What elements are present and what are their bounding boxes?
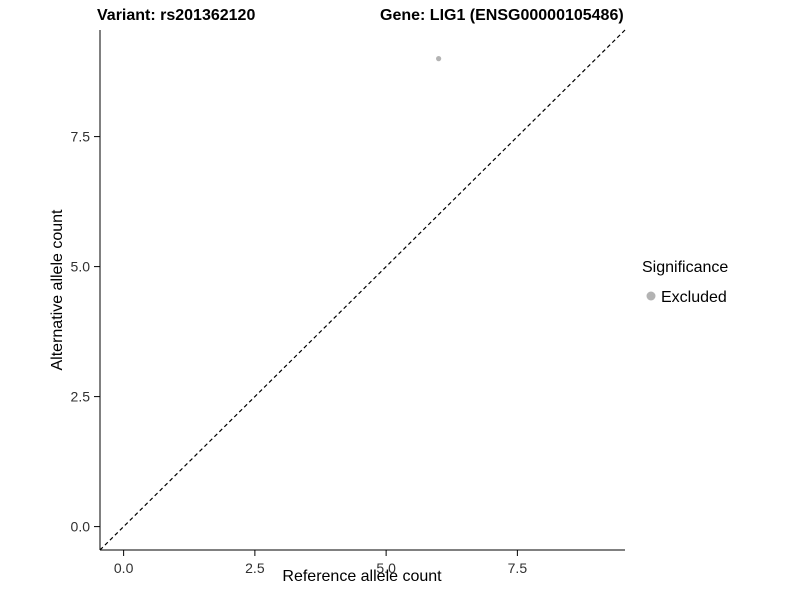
legend-title: Significance — [642, 259, 728, 276]
plot-panel: 0.0 2.5 5.0 7.5 0.0 2.5 5.0 7.5 — [71, 29, 626, 576]
x-axis-title: Reference allele count — [282, 568, 442, 585]
x-tick-label: 2.5 — [245, 560, 265, 576]
y-tick-label: 7.5 — [71, 129, 91, 145]
y-axis-title: Alternative allele count — [49, 209, 66, 371]
x-tick-label: 0.0 — [114, 560, 134, 576]
x-tick-label: 5.0 — [376, 560, 396, 576]
plot-title-variant: Variant: rs201362120 — [97, 7, 255, 24]
y-tick-label: 0.0 — [71, 519, 91, 535]
data-point — [436, 56, 442, 62]
y-tick-label: 5.0 — [71, 259, 91, 275]
plot-title-gene: Gene: LIG1 (ENSG00000105486) — [380, 7, 624, 24]
y-tick-label: 2.5 — [71, 389, 91, 405]
legend-label-excluded: Excluded — [661, 289, 727, 306]
x-tick-label: 7.5 — [508, 560, 528, 576]
legend-key-excluded-icon — [646, 291, 656, 301]
identity-reference-line — [99, 29, 626, 551]
legend: Significance Excluded — [642, 259, 728, 306]
